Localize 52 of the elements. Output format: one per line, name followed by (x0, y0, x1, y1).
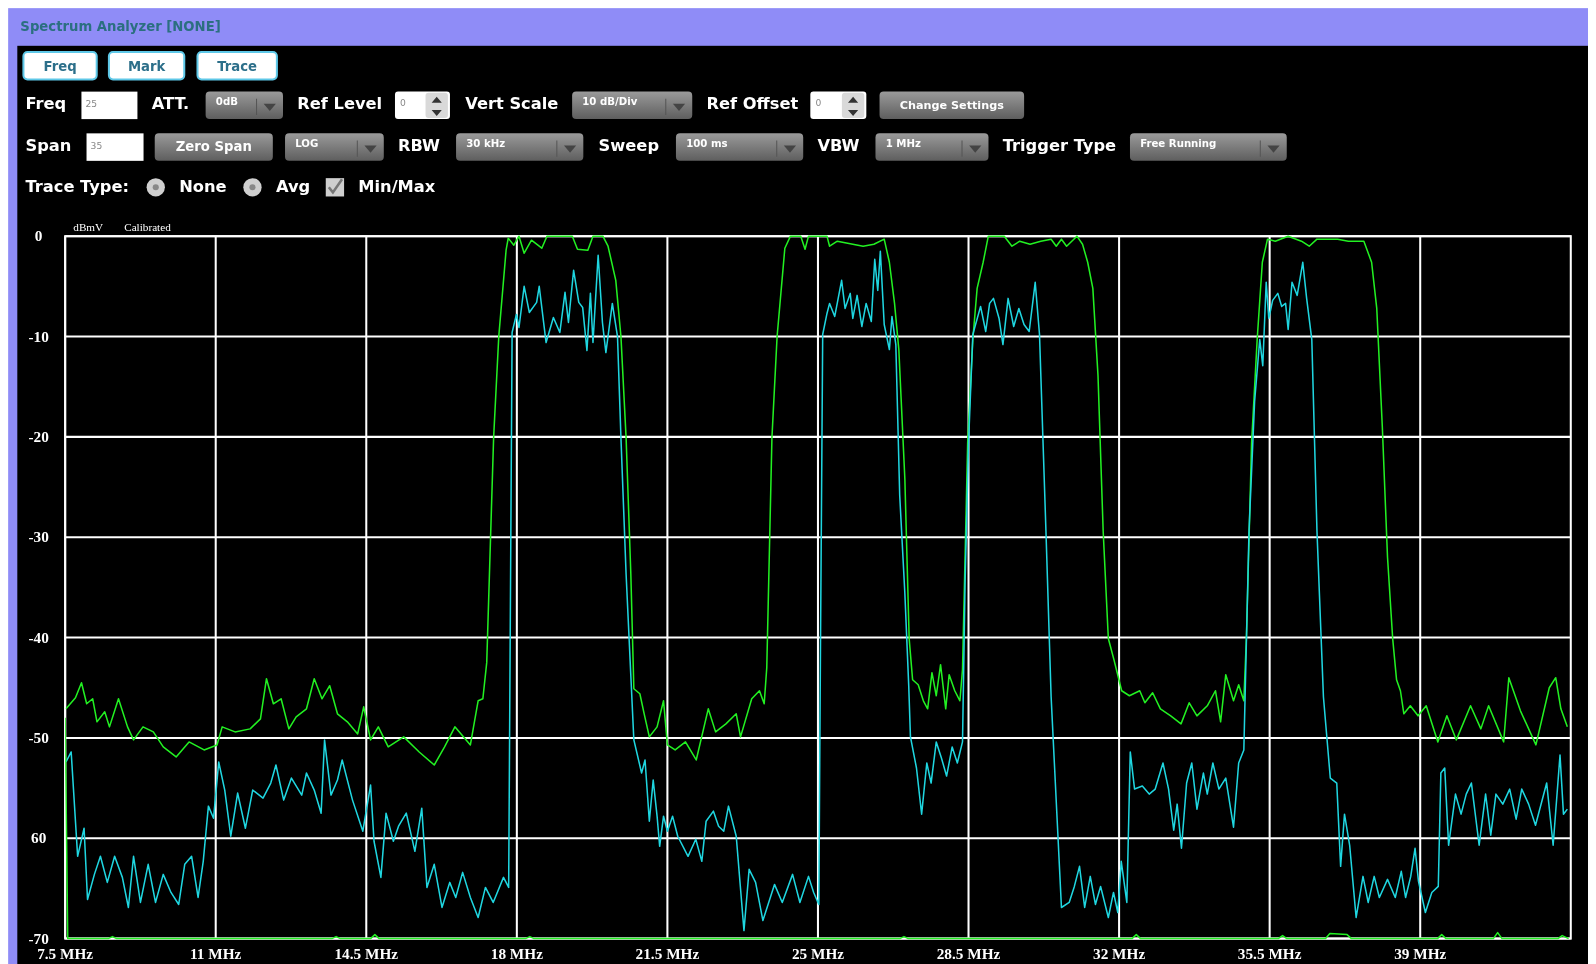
x-tick-label: 35.5 MHz (1237, 944, 1302, 962)
y-tick-label: -10 (28, 327, 50, 345)
y-tick-label: -20 (28, 427, 50, 445)
text: 1 MHz (885, 137, 921, 149)
text: Avg (275, 177, 311, 197)
text: Span (25, 135, 72, 155)
y-tick-label: -70 (28, 929, 50, 947)
text: 0dB (215, 95, 239, 107)
y-tick-label: -40 (28, 628, 50, 646)
text: Ref Level (297, 93, 383, 113)
text: LOG (295, 137, 319, 149)
y-tick-label: 60 (31, 829, 47, 847)
tab-button: Mark (107, 50, 186, 81)
text: Calibrated (124, 221, 172, 234)
text: None (179, 177, 227, 197)
x-tick-label: 18 MHz (490, 944, 544, 962)
text: ATT. (151, 93, 190, 113)
x-tick-label: 21.5 MHz (635, 944, 700, 962)
text: RBW (398, 135, 441, 155)
text: Vert Scale (465, 93, 559, 113)
x-tick-label: 14.5 MHz (334, 944, 399, 962)
x-tick-label: 25 MHz (791, 944, 845, 962)
tab-button: Freq (22, 50, 98, 81)
x-tick-label: 7.5 MHz (37, 944, 94, 962)
text: Spectrum Analyzer [NONE] (20, 18, 221, 34)
text-field: 25 (81, 91, 138, 120)
text: 0 (815, 96, 822, 108)
text: Sweep (598, 135, 660, 155)
y-tick-label: 0 (34, 227, 43, 245)
x-tick-label: 32 MHz (1093, 944, 1146, 962)
button: Zero Span (154, 133, 273, 161)
text: VBW (817, 135, 860, 155)
button: Change Settings (879, 91, 1025, 120)
y-tick-label: -30 (28, 528, 50, 546)
text: Trace Type: (25, 177, 130, 197)
text: Freq (25, 93, 67, 113)
x-tick-label: 11 MHz (190, 944, 242, 962)
y-tick-label: -50 (28, 728, 50, 746)
text: Free Running (1140, 137, 1217, 149)
line-series (65, 250, 1569, 932)
text: Ref Offset (706, 93, 799, 113)
text: 30 kHz (466, 137, 506, 149)
text: 10 dB/Div (582, 95, 638, 107)
text: 100 ms (686, 137, 728, 149)
x-tick-label: 39 MHz (1394, 944, 1447, 962)
text: Min/Max (358, 177, 436, 197)
text-field: 35 (86, 133, 144, 161)
text: 0 (400, 96, 407, 108)
y-axis-title: dBmV (73, 221, 104, 234)
tab-button: Trace (196, 50, 278, 81)
text: Trigger Type (1002, 135, 1117, 155)
x-tick-label: 28.5 MHz (936, 944, 1001, 962)
